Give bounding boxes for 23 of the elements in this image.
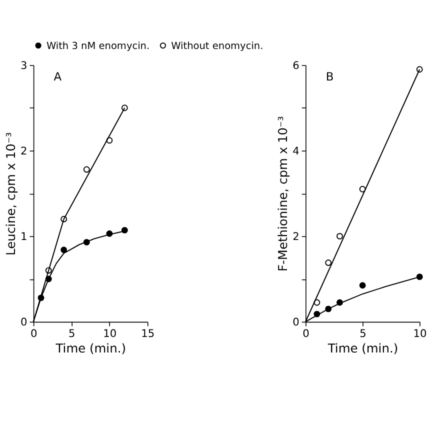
- x-tick-label: 0: [30, 328, 38, 340]
- x-tick-label: 0: [302, 328, 310, 340]
- y-tick-label: 6: [292, 60, 300, 72]
- y-tick-label: 3: [20, 60, 28, 72]
- y-tick-label: 0: [20, 316, 28, 328]
- x-tick-label: 5: [360, 328, 366, 340]
- y-axis-title: Leucine, cpm x 10⁻³: [4, 132, 18, 256]
- y-tick-label: 2: [20, 145, 28, 158]
- x-tick-label: 5: [68, 328, 76, 340]
- y-axis-title: F-Methionine, cpm x 10⁻³: [276, 116, 290, 272]
- legend-label: With 3 nM enomycin.: [46, 40, 150, 52]
- x-tick-label: 10: [103, 328, 117, 340]
- y-tick-label: 1: [20, 230, 28, 243]
- x-tick-label: 15: [141, 328, 155, 340]
- x-axis-title: Time (min.): [326, 341, 398, 356]
- y-tick-label: 4: [292, 145, 300, 158]
- annotation: B: [326, 70, 334, 84]
- y-tick-label: 2: [292, 230, 300, 243]
- y-tick-label: 0: [292, 316, 300, 328]
- annotation: A: [54, 70, 62, 84]
- x-tick-label: 10: [413, 328, 427, 340]
- x-axis-title: Time (min.): [54, 341, 126, 356]
- legend-label: Without enomycin.: [171, 40, 264, 52]
